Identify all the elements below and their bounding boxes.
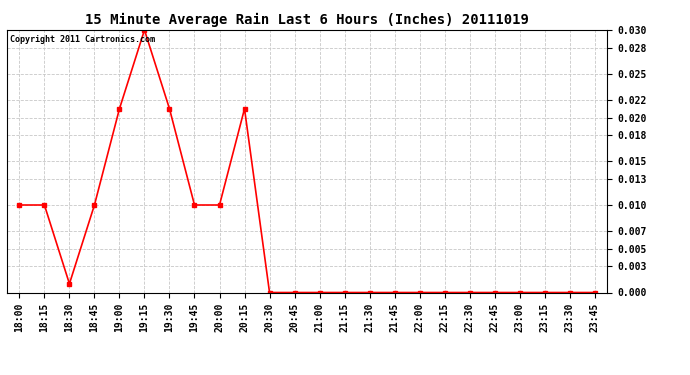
Text: Copyright 2011 Cartronics.com: Copyright 2011 Cartronics.com bbox=[10, 35, 155, 44]
Title: 15 Minute Average Rain Last 6 Hours (Inches) 20111019: 15 Minute Average Rain Last 6 Hours (Inc… bbox=[85, 13, 529, 27]
